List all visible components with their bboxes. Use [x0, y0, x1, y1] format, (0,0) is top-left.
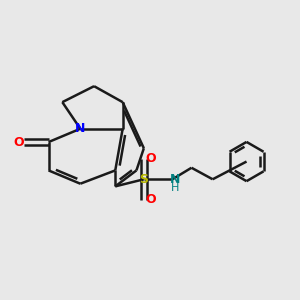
Text: N: N — [75, 122, 86, 135]
Text: S: S — [139, 173, 148, 186]
Text: O: O — [13, 136, 24, 148]
Text: O: O — [146, 152, 156, 165]
Text: O: O — [146, 193, 156, 206]
Text: H: H — [171, 183, 179, 194]
Text: N: N — [170, 173, 180, 187]
